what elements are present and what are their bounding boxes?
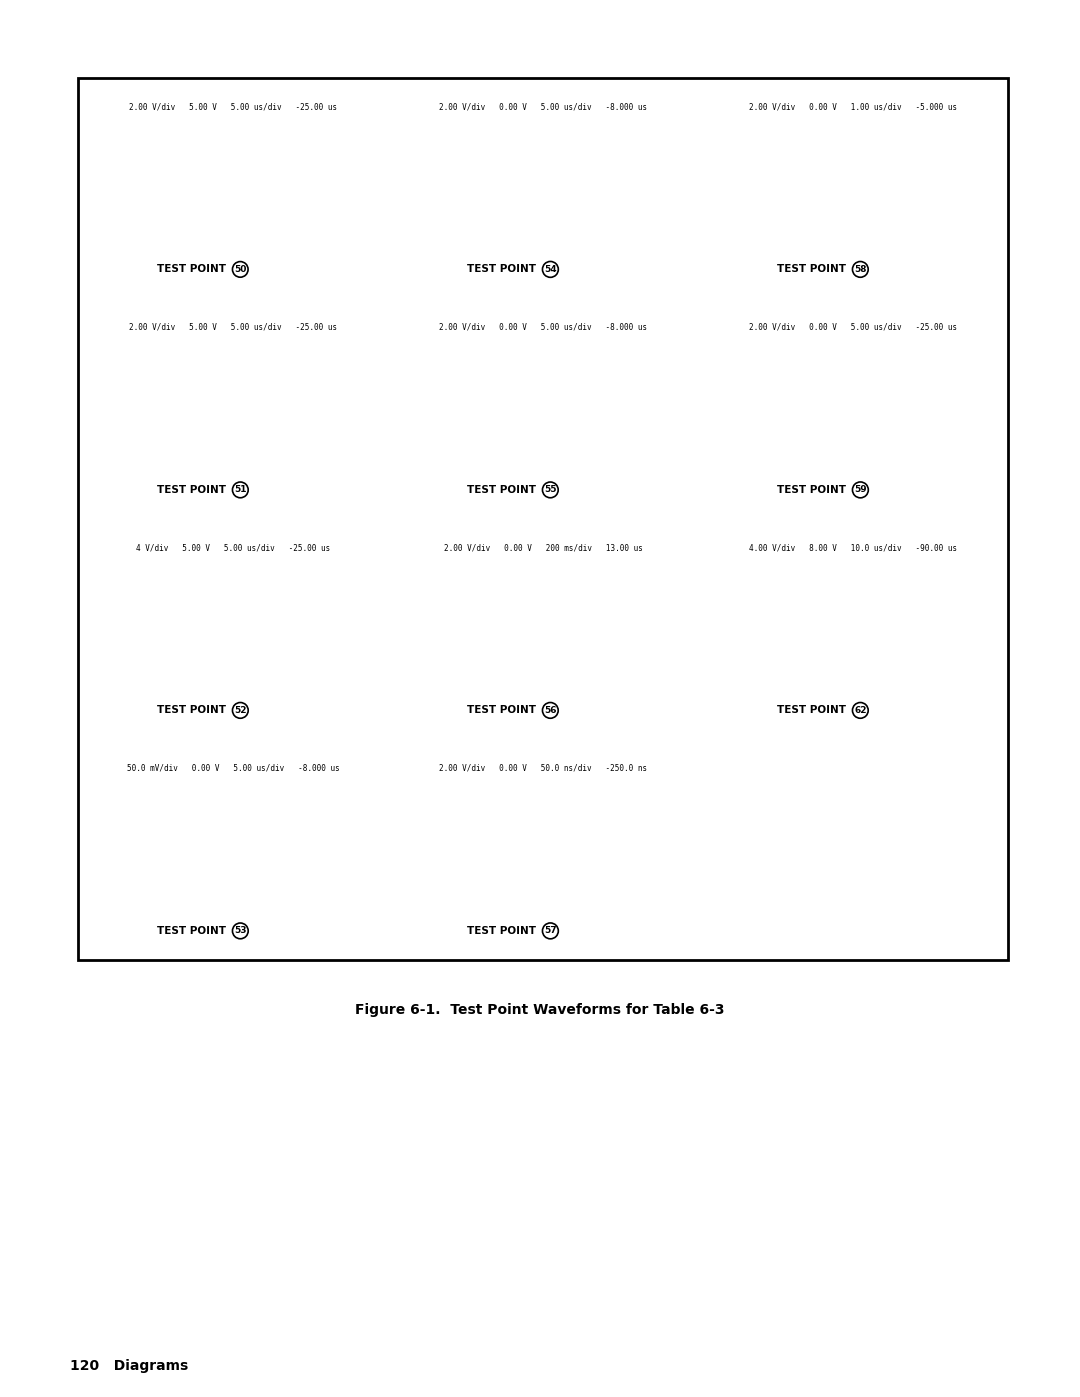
Text: 62: 62 [854,705,866,715]
Text: 120   Diagrams: 120 Diagrams [70,1359,188,1373]
Text: 2.00 V/div   0.00 V   1.00 us/div   -5.000 us: 2.00 V/div 0.00 V 1.00 us/div -5.000 us [748,102,957,112]
Text: 54: 54 [544,265,556,274]
Text: 53: 53 [234,926,246,936]
Text: 51: 51 [234,485,246,495]
Text: Figure 6-1.  Test Point Waveforms for Table 6-3: Figure 6-1. Test Point Waveforms for Tab… [355,1003,725,1017]
Text: TEST POINT: TEST POINT [467,705,543,715]
Text: 2.00 V/div   0.00 V   50.0 ns/div   -250.0 ns: 2.00 V/div 0.00 V 50.0 ns/div -250.0 ns [438,764,647,773]
Text: TEST POINT: TEST POINT [157,485,233,495]
Text: 58: 58 [854,265,866,274]
Text: 4 V/div   5.00 V   5.00 us/div   -25.00 us: 4 V/div 5.00 V 5.00 us/div -25.00 us [136,543,330,552]
Text: TEST POINT: TEST POINT [777,705,853,715]
Text: 50.0 mV/div   0.00 V   5.00 us/div   -8.000 us: 50.0 mV/div 0.00 V 5.00 us/div -8.000 us [126,764,339,773]
Text: 57: 57 [544,926,556,936]
Text: TEST POINT: TEST POINT [777,264,853,274]
Text: 2.00 V/div   0.00 V   5.00 us/div   -8.000 us: 2.00 V/div 0.00 V 5.00 us/div -8.000 us [438,323,647,331]
Text: 2.00 V/div   5.00 V   5.00 us/div   -25.00 us: 2.00 V/div 5.00 V 5.00 us/div -25.00 us [129,323,337,331]
Text: 52: 52 [234,705,246,715]
Text: TEST POINT: TEST POINT [467,264,543,274]
Text: 50: 50 [234,265,246,274]
Text: 59: 59 [854,485,867,495]
Text: TEST POINT: TEST POINT [157,705,233,715]
Text: TEST POINT: TEST POINT [157,264,233,274]
Text: TEST POINT: TEST POINT [467,485,543,495]
Text: 2.00 V/div   0.00 V   200 ms/div   13.00 us: 2.00 V/div 0.00 V 200 ms/div 13.00 us [444,543,643,552]
Text: 4.00 V/div   8.00 V   10.0 us/div   -90.00 us: 4.00 V/div 8.00 V 10.0 us/div -90.00 us [748,543,957,552]
Text: TEST POINT: TEST POINT [157,926,233,936]
Text: 56: 56 [544,705,556,715]
Text: 2.00 V/div   0.00 V   5.00 us/div   -8.000 us: 2.00 V/div 0.00 V 5.00 us/div -8.000 us [438,102,647,112]
Text: 2.00 V/div   5.00 V   5.00 us/div   -25.00 us: 2.00 V/div 5.00 V 5.00 us/div -25.00 us [129,102,337,112]
Text: 55: 55 [544,485,556,495]
Text: TEST POINT: TEST POINT [467,926,543,936]
Text: 2.00 V/div   0.00 V   5.00 us/div   -25.00 us: 2.00 V/div 0.00 V 5.00 us/div -25.00 us [748,323,957,331]
Text: TEST POINT: TEST POINT [777,485,853,495]
